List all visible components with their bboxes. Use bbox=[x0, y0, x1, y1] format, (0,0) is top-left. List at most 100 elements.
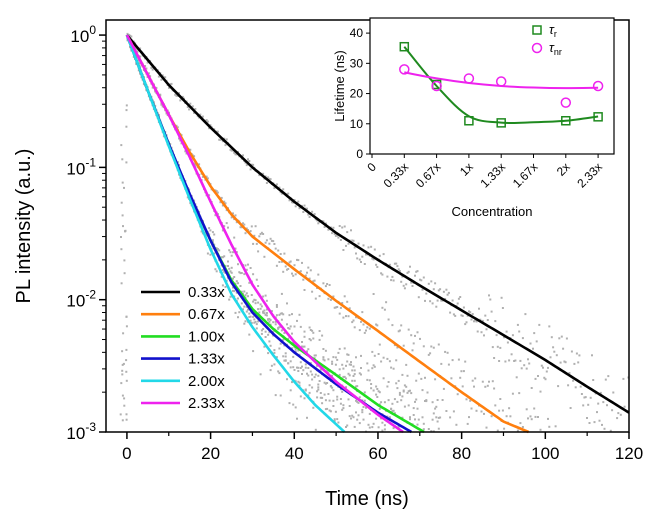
raw-data-point bbox=[412, 407, 415, 410]
raw-data-point bbox=[309, 329, 312, 331]
raw-data-point bbox=[381, 429, 384, 432]
raw-data-point bbox=[424, 400, 426, 402]
raw-data-point bbox=[336, 306, 339, 308]
raw-data-point bbox=[437, 289, 440, 292]
raw-data-point bbox=[324, 399, 327, 402]
raw-data-point bbox=[262, 295, 265, 298]
raw-data-point bbox=[125, 161, 128, 164]
raw-data-point bbox=[129, 34, 132, 37]
raw-data-point bbox=[338, 347, 341, 350]
raw-data-point bbox=[274, 247, 277, 250]
raw-data-point bbox=[242, 292, 244, 295]
raw-data-point bbox=[393, 412, 396, 415]
raw-data-point bbox=[308, 326, 311, 329]
raw-data-point bbox=[451, 299, 454, 302]
raw-data-point bbox=[400, 399, 403, 402]
inset-y-tick-label: 40 bbox=[350, 26, 364, 40]
raw-data-point bbox=[473, 385, 475, 388]
raw-data-point bbox=[234, 247, 237, 250]
raw-data-point bbox=[398, 270, 401, 272]
raw-data-point bbox=[350, 417, 352, 420]
raw-data-point bbox=[121, 419, 124, 422]
raw-data-point bbox=[347, 398, 350, 401]
raw-data-point bbox=[221, 140, 224, 143]
raw-data-point bbox=[264, 313, 267, 316]
raw-data-point bbox=[227, 226, 229, 229]
raw-data-point bbox=[125, 379, 128, 382]
raw-data-point bbox=[253, 234, 256, 237]
raw-data-point bbox=[543, 376, 546, 379]
raw-data-point bbox=[414, 274, 416, 277]
raw-data-point bbox=[219, 138, 222, 141]
raw-data-point bbox=[508, 407, 511, 410]
decay-fit-lines bbox=[125, 34, 630, 434]
raw-data-point bbox=[496, 429, 499, 432]
raw-data-point bbox=[122, 332, 125, 335]
raw-data-point bbox=[469, 399, 472, 402]
raw-data-point bbox=[292, 201, 295, 204]
raw-data-point bbox=[532, 347, 534, 350]
raw-data-point bbox=[430, 430, 433, 433]
raw-data-point bbox=[253, 298, 256, 301]
raw-data-point bbox=[253, 318, 256, 321]
raw-data-point bbox=[221, 269, 224, 271]
raw-data-point bbox=[351, 369, 354, 372]
raw-data-point bbox=[441, 399, 444, 401]
raw-data-point bbox=[247, 229, 249, 231]
raw-data-point bbox=[342, 249, 345, 251]
raw-data-point bbox=[322, 220, 325, 223]
raw-data-point bbox=[345, 244, 347, 247]
raw-data-point bbox=[278, 313, 281, 316]
raw-data-point bbox=[259, 303, 262, 306]
raw-data-point bbox=[505, 415, 508, 418]
raw-data-point bbox=[267, 333, 270, 336]
raw-data-point bbox=[558, 337, 561, 340]
raw-data-point bbox=[484, 385, 487, 388]
raw-data-point bbox=[338, 373, 341, 376]
raw-data-point bbox=[279, 253, 282, 255]
inset-markers bbox=[399, 41, 604, 128]
raw-data-point bbox=[562, 347, 565, 350]
raw-data-point bbox=[436, 299, 439, 302]
raw-data-point bbox=[529, 415, 532, 418]
raw-data-point bbox=[275, 183, 278, 186]
inset-y-tick-label: 10 bbox=[350, 117, 364, 131]
raw-data-point bbox=[516, 429, 519, 432]
raw-data-point bbox=[302, 345, 305, 348]
raw-data-point bbox=[414, 334, 416, 337]
raw-data-point bbox=[550, 336, 553, 339]
raw-data-point bbox=[347, 353, 350, 356]
raw-data-point bbox=[572, 379, 575, 382]
raw-data-point bbox=[623, 405, 626, 408]
raw-data-point bbox=[552, 346, 555, 349]
raw-data-point bbox=[193, 155, 196, 158]
raw-data-point bbox=[528, 362, 531, 365]
raw-data-point bbox=[345, 315, 347, 318]
raw-data-point bbox=[378, 254, 381, 257]
raw-data-point bbox=[224, 264, 227, 267]
raw-data-point bbox=[264, 330, 267, 333]
raw-data-point bbox=[209, 124, 212, 127]
raw-data-point bbox=[306, 416, 308, 419]
raw-data-point bbox=[355, 385, 357, 388]
raw-data-point bbox=[339, 398, 342, 400]
raw-data-point bbox=[387, 318, 390, 321]
raw-data-point bbox=[265, 308, 268, 311]
raw-data-point bbox=[239, 272, 242, 275]
raw-data-point bbox=[365, 406, 367, 409]
inset-marker-circle bbox=[560, 97, 572, 108]
raw-data-point bbox=[211, 231, 214, 234]
raw-data-point bbox=[149, 75, 152, 78]
raw-data-point bbox=[288, 327, 291, 330]
raw-data-point bbox=[466, 422, 469, 425]
raw-data-point bbox=[442, 387, 445, 390]
raw-data-point bbox=[368, 379, 371, 382]
raw-data-point bbox=[291, 381, 293, 384]
raw-data-point bbox=[294, 406, 297, 409]
raw-data-point bbox=[214, 189, 217, 192]
raw-data-point bbox=[499, 346, 502, 349]
raw-data-point bbox=[505, 330, 508, 333]
raw-data-point bbox=[367, 246, 370, 249]
inset-fit-line-square bbox=[403, 46, 599, 125]
raw-data-point bbox=[403, 384, 406, 387]
